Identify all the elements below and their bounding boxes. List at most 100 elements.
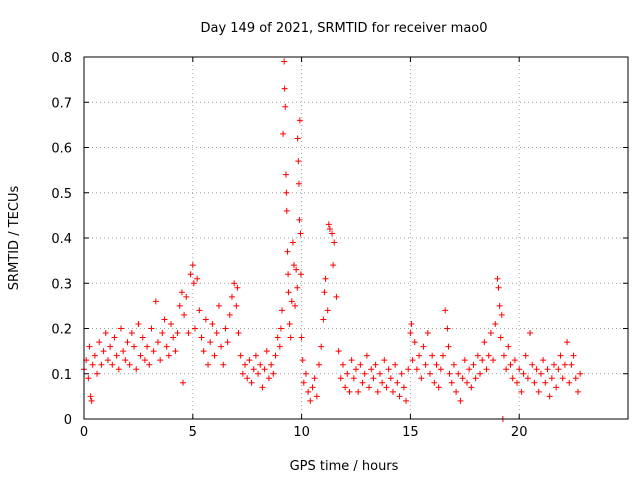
data-point [263,348,270,355]
data-point [555,366,562,373]
data-point [333,293,340,300]
y-tick-label: 0.8 [51,51,72,66]
data-point [190,280,197,287]
data-point [285,289,292,296]
data-point [353,366,359,373]
data-point [424,330,431,337]
data-points [81,58,584,422]
data-point [150,348,157,355]
data-point [285,271,292,278]
data-point [265,375,272,382]
data-point [172,348,179,355]
data-point [299,357,306,364]
data-point [381,357,388,364]
data-point [405,366,412,373]
data-point [242,361,249,368]
data-point [389,388,396,395]
data-point [233,302,240,309]
data-point [455,370,462,377]
data-point [494,275,501,282]
data-point [252,352,259,359]
data-point [280,130,287,137]
data-point [286,320,293,327]
y-tick-label: 0.7 [51,96,72,111]
data-point [94,370,101,377]
y-tick-label: 0.6 [51,142,72,157]
y-tick-label: 0 [64,413,72,428]
data-point [128,330,135,337]
data-point [257,361,264,368]
data-point [198,334,205,341]
y-tick-label: 0.2 [51,323,72,338]
data-point [268,361,275,368]
data-point [180,379,187,386]
data-point [88,397,95,404]
data-point [135,320,142,327]
data-point [165,352,172,359]
data-point [283,189,290,196]
data-point [161,316,168,323]
data-point [527,330,534,337]
data-point [324,307,331,314]
data-point [485,352,492,359]
data-point [111,334,118,341]
data-point [472,375,479,382]
data-point [544,366,551,373]
data-point [174,330,181,337]
data-point [398,370,405,377]
data-point [497,334,504,341]
data-point [326,225,333,232]
data-point [329,230,336,237]
data-point [457,397,464,404]
data-point [295,158,302,165]
data-point [281,85,288,92]
y-axis-label: SRMTID / TECUs [7,186,22,291]
data-point [194,275,201,282]
data-point [293,266,300,273]
data-point [577,370,584,377]
data-point [96,339,103,346]
data-point [205,361,212,368]
data-point [290,262,297,269]
data-point [366,384,373,391]
data-point [531,379,538,386]
data-point [376,370,383,377]
data-point [570,352,577,359]
data-point [270,370,277,377]
data-point [437,366,444,373]
data-point [350,375,357,382]
data-point [477,370,484,377]
data-point [154,339,161,346]
x-tick-label: 15 [402,425,419,440]
data-point [181,311,188,318]
data-point [355,388,362,395]
data-point [104,357,111,364]
data-point [100,348,107,355]
data-point [159,330,166,337]
data-point [294,135,301,142]
x-tick-label: 0 [80,425,88,440]
data-point [133,366,140,373]
y-tick-label: 0.5 [51,187,72,202]
data-point [209,320,216,327]
data-point [566,379,573,386]
data-point [481,339,488,346]
data-point [282,171,289,178]
axis-ticks [83,56,628,420]
data-point [228,293,235,300]
data-point [426,370,433,377]
data-point [553,384,560,391]
data-point [115,366,122,373]
data-point [109,361,116,368]
data-point [459,375,466,382]
data-point [302,370,309,377]
data-point [511,357,518,364]
data-point [296,117,303,124]
data-point [492,320,499,327]
data-point [422,361,429,368]
data-point [368,366,375,373]
data-point [474,352,481,359]
data-point [445,343,452,350]
data-point [344,370,351,377]
data-point [196,307,203,314]
